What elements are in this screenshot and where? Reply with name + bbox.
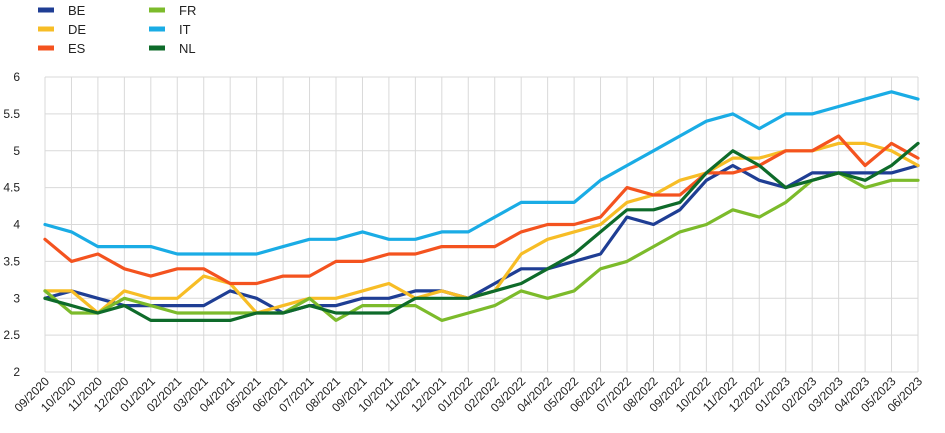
y-tick-label: 4 [13, 218, 20, 232]
legend-label-be: BE [68, 3, 86, 18]
y-tick-label: 3 [13, 291, 20, 305]
legend: BE DE ES FR IT NL [38, 3, 196, 56]
legend-label-de: DE [68, 22, 86, 37]
series-line-fr [43, 171, 920, 322]
y-tick-label: 5.5 [3, 107, 20, 121]
grid [44, 76, 919, 373]
y-tick-label: 3.5 [3, 254, 20, 268]
legend-label-it: IT [179, 22, 191, 37]
y-axis: 2 2.5 3 3.5 4 4.5 5 5.5 6 [3, 70, 20, 379]
y-tick-label: 6 [13, 70, 20, 84]
y-tick-label: 5 [13, 144, 20, 158]
series-line-de [43, 141, 920, 315]
series-line-es [43, 134, 920, 286]
series-lines [43, 90, 920, 322]
series-line-be [43, 163, 920, 315]
legend-label-nl: NL [179, 41, 196, 56]
series-line-it [43, 90, 920, 256]
series-line-nl [43, 141, 920, 322]
legend-label-es: ES [68, 41, 86, 56]
x-axis: 09/202010/202011/202012/202001/202102/20… [12, 374, 926, 415]
legend-label-fr: FR [179, 3, 196, 18]
y-tick-label: 2.5 [3, 328, 20, 342]
y-tick-label: 4.5 [3, 181, 20, 195]
y-tick-label: 2 [13, 365, 20, 379]
